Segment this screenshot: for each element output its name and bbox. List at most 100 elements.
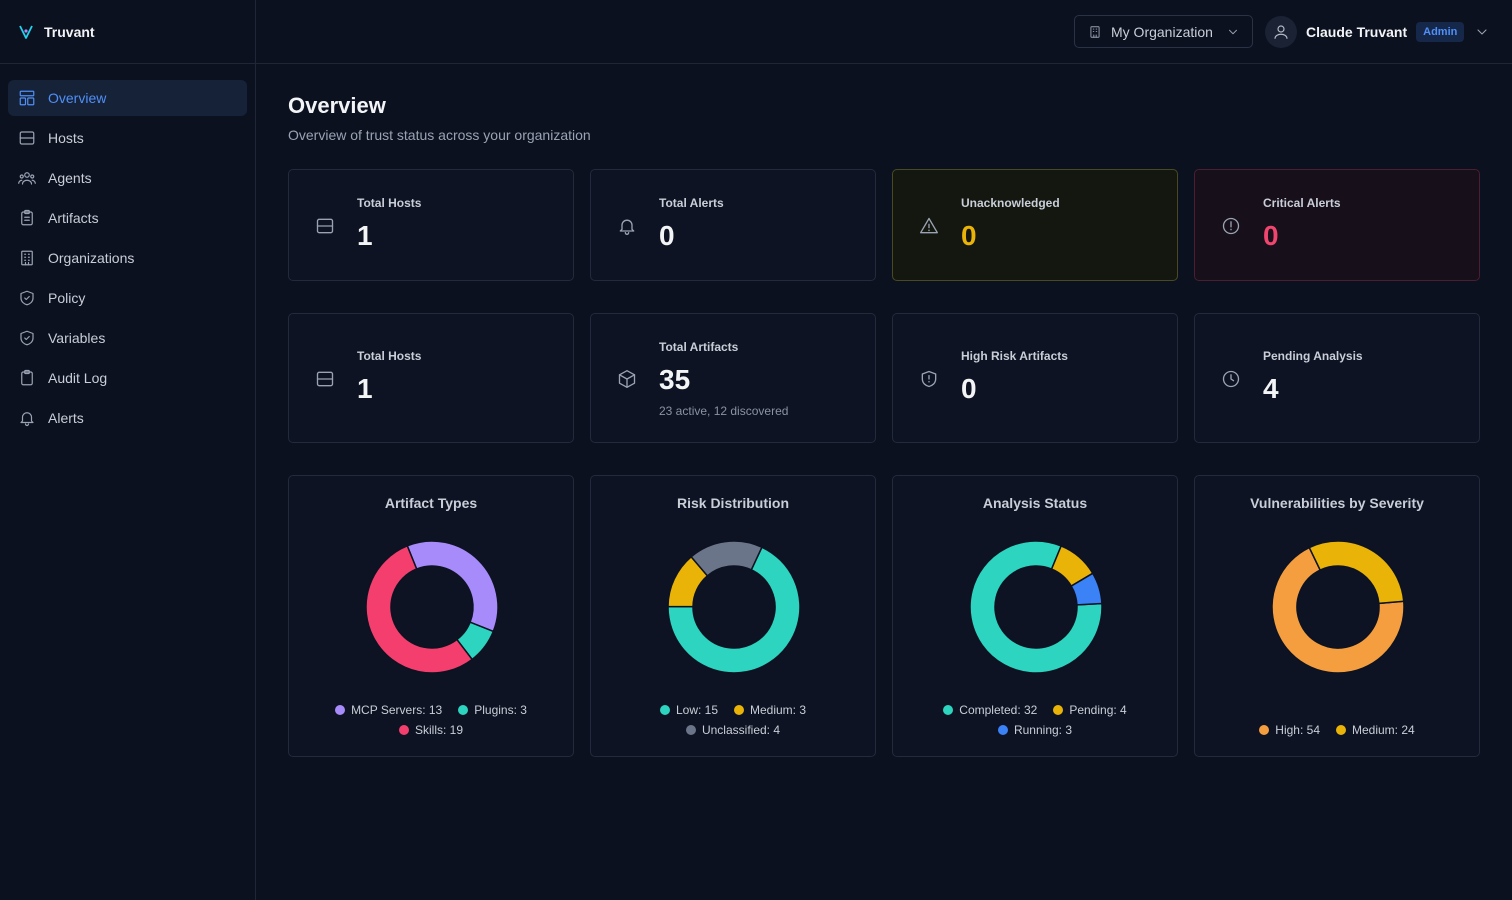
stat-value: 0 (961, 220, 977, 251)
server-icon (315, 369, 335, 389)
legend-dot (1053, 705, 1064, 715)
legend-item-unclassified[interactable]: Unclassified: 4 (685, 720, 781, 740)
chart-card-artifact-types: Artifact Types MCP Servers: 13 Plugins: 3… (288, 475, 574, 757)
user-menu[interactable]: Claude Truvant Admin (1265, 15, 1490, 48)
legend-label: Running: 3 (1013, 723, 1073, 737)
chart-card-risk-distribution: Risk Distribution Low: 15 Medium: 3 Unclas… (590, 475, 876, 757)
sidebar-item-label: Agents (48, 170, 92, 186)
stat-value: 1 (357, 220, 373, 251)
user-name: Claude Truvant (1306, 23, 1408, 40)
stat-label: Pending Analysis (1263, 349, 1363, 363)
stat-label: Unacknowledged (961, 196, 1060, 210)
legend-row: Skills: 19 (289, 720, 573, 740)
donut-slice-high[interactable] (1271, 546, 1405, 674)
stat-card-critical-alerts: Critical Alerts 0 (1194, 169, 1480, 281)
avatar (1265, 15, 1297, 48)
legend-label: MCP Servers: 13 (351, 703, 443, 717)
stat-subtext: 23 active, 12 discovered (659, 404, 789, 418)
sidebar-item-overview[interactable]: Overview (8, 80, 247, 116)
stat-value: 0 (659, 220, 675, 251)
legend-item-running[interactable]: Running: 3 (997, 720, 1073, 740)
box-icon (617, 369, 637, 389)
legend-dot (659, 705, 670, 715)
stat-card-total-artifacts: Total Artifacts 35 23 active, 12 discove… (590, 313, 876, 443)
legend-item-skills[interactable]: Skills: 19 (398, 720, 463, 740)
legend-item-high[interactable]: High: 54 (1259, 720, 1320, 740)
sidebar-item-artifacts[interactable]: Artifacts (8, 200, 247, 236)
legend-item-mcp-servers[interactable]: MCP Servers: 13 (335, 700, 442, 720)
top-header: My Organization Claude Truvant Admin (256, 0, 1512, 64)
legend-dot (458, 705, 469, 715)
stat-value: 4 (1263, 373, 1279, 404)
donut-slice-unclassified[interactable] (690, 540, 763, 577)
sidebar-item-organizations[interactable]: Organizations (8, 240, 247, 276)
donut-slice-running[interactable] (1070, 572, 1103, 606)
chevron-down-icon (1477, 28, 1487, 35)
sidebar-item-label: Policy (48, 290, 86, 306)
organization-select-value: My Organization (1111, 23, 1213, 40)
stat-value: 0 (961, 373, 977, 404)
sidebar-item-agents[interactable]: Agents (8, 160, 247, 196)
chart-card-analysis-status: Analysis Status Completed: 32 Pending: 4 R… (892, 475, 1178, 757)
legend-row: Running: 3 (893, 720, 1177, 740)
stat-label: Total Hosts (357, 349, 422, 363)
chart-legend: MCP Servers: 13 Plugins: 3 Skills: 19 (289, 700, 573, 740)
legend-dot (1259, 725, 1270, 735)
donut-slice-completed[interactable] (969, 540, 1103, 674)
sidebar-item-alerts[interactable]: Alerts (8, 400, 247, 436)
stat-label: Total Alerts (659, 196, 724, 210)
bell-icon (18, 409, 36, 427)
legend-label: Completed: 32 (959, 703, 1038, 717)
legend-label: Medium: 24 (1352, 723, 1415, 737)
legend-item-completed[interactable]: Completed: 32 (943, 700, 1037, 720)
donut-slice-skills[interactable] (365, 544, 474, 674)
legend-label: High: 54 (1275, 723, 1320, 737)
legend-dot (398, 725, 409, 735)
building-icon (1090, 25, 1100, 38)
donut-chart (365, 540, 499, 674)
sidebar-item-hosts[interactable]: Hosts (8, 120, 247, 156)
shield-check-icon (18, 329, 36, 347)
sidebar-item-label: Overview (48, 90, 107, 106)
legend-label: Plugins: 3 (474, 703, 527, 717)
legend-dot (1336, 725, 1346, 735)
user-icon (1274, 24, 1288, 39)
sidebar-item-label: Variables (48, 330, 106, 346)
stat-value: 1 (357, 373, 373, 404)
legend-item-low[interactable]: Low: 15 (659, 700, 718, 720)
donut-chart (969, 540, 1103, 674)
legend-item-medium[interactable]: Medium: 3 (734, 700, 806, 720)
truvant-logo-icon (19, 25, 33, 39)
clipboard-icon (18, 369, 36, 387)
chevron-down-icon (1229, 29, 1237, 35)
legend-item-pending[interactable]: Pending: 4 (1053, 700, 1127, 720)
legend-row: High: 54 Medium: 24 (1195, 720, 1479, 740)
donut-slice-low[interactable] (667, 546, 801, 674)
legend-row: MCP Servers: 13 Plugins: 3 (289, 700, 573, 720)
brand[interactable]: Truvant (0, 0, 255, 64)
sidebar-item-audit-log[interactable]: Audit Log (8, 360, 247, 396)
server-icon (315, 216, 335, 236)
sidebar-item-variables[interactable]: Variables (8, 320, 247, 356)
sidebar-item-label: Artifacts (48, 210, 99, 226)
donut-slice-mcp-servers[interactable] (406, 540, 499, 633)
legend-item-plugins[interactable]: Plugins: 3 (458, 700, 527, 720)
bell-icon (617, 216, 637, 236)
stat-card-total-hosts-2: Total Hosts 1 (288, 313, 574, 443)
sidebar-item-label: Audit Log (48, 370, 108, 386)
donut-slice-medium[interactable] (1308, 540, 1405, 605)
legend-item-medium[interactable]: Medium: 24 (1336, 720, 1415, 740)
donut-chart (1271, 540, 1405, 674)
stat-card-total-alerts: Total Alerts 0 (590, 169, 876, 281)
clock-icon (1221, 369, 1241, 389)
sidebar-item-policy[interactable]: Policy (8, 280, 247, 316)
legend-label: Unclassified: 4 (701, 723, 781, 737)
stat-card-high-risk-artifacts: High Risk Artifacts 0 (892, 313, 1178, 443)
legend-label: Low: 15 (675, 703, 718, 717)
organization-select[interactable]: My Organization (1074, 15, 1253, 48)
stat-value: 35 (659, 364, 691, 395)
sidebar-item-label: Alerts (48, 410, 84, 426)
building-icon (18, 249, 36, 267)
legend-row: Completed: 32 Pending: 4 (893, 700, 1177, 720)
